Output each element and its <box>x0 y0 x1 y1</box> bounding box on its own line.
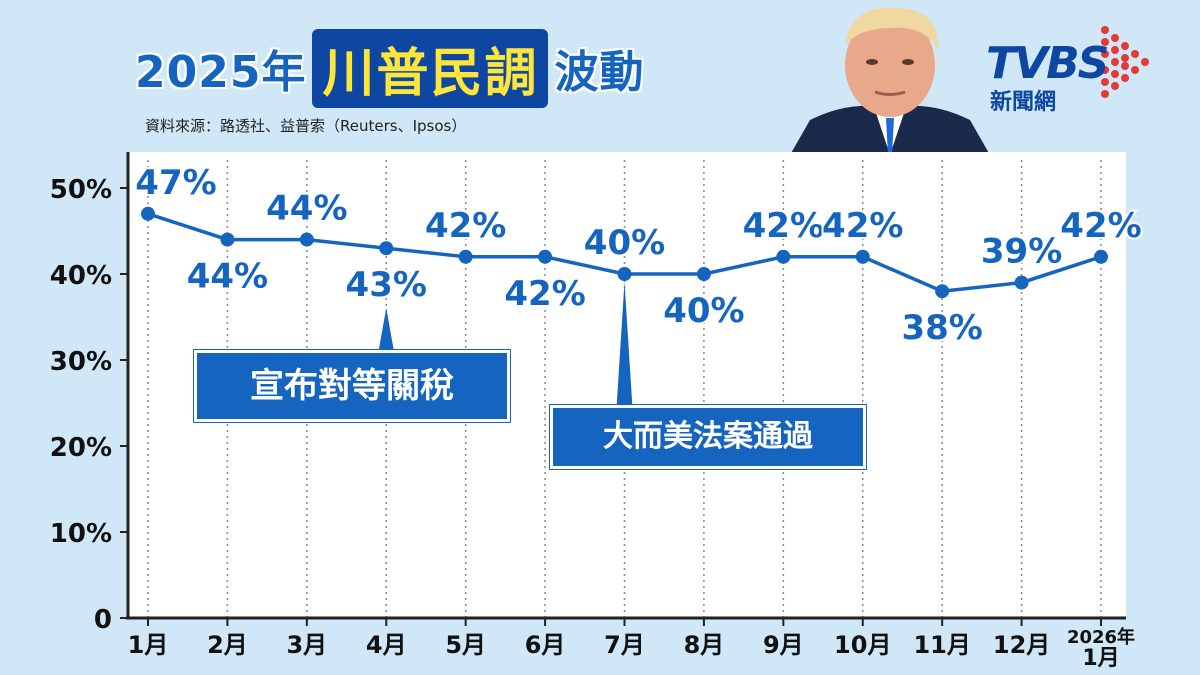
data-label: 43% <box>346 265 427 305</box>
x-tick-label: 12月 <box>993 631 1050 659</box>
y-tick-label: 20% <box>50 433 112 463</box>
y-tick-label: 50% <box>50 175 112 205</box>
source-note: 資料來源：路透社、益普索（Reuters、Ipsos） <box>145 117 467 135</box>
data-label: 42% <box>822 206 903 246</box>
x-tick-label: 9月 <box>763 631 804 659</box>
data-point <box>458 249 473 264</box>
y-tick-label: 10% <box>50 519 112 549</box>
y-tick-label: 40% <box>50 261 112 291</box>
data-point <box>617 267 632 281</box>
data-point <box>696 267 711 281</box>
x-tick-label: 3月 <box>286 631 327 659</box>
x-tick-label: 1月 <box>128 631 169 659</box>
x-tick-label: 7月 <box>604 631 645 659</box>
portrait-image <box>790 7 990 155</box>
data-label: 42% <box>504 274 585 314</box>
x-tick-label: 10月 <box>834 631 891 659</box>
x-tick-label: 11月 <box>913 631 970 659</box>
data-label: 42% <box>1060 206 1141 246</box>
y-tick-label: 0 <box>94 605 112 635</box>
data-label: 42% <box>425 206 506 246</box>
data-point <box>935 284 950 299</box>
data-label: 40% <box>584 223 665 263</box>
data-label: 44% <box>187 257 268 297</box>
page-title: 2025年 川普民調 波動 <box>135 28 645 108</box>
x-tick-label: 2026年 1月 <box>1067 626 1135 671</box>
logo-dots-icon <box>1101 26 1149 98</box>
title-prefix: 2025年 <box>135 47 307 98</box>
annotation-pointer <box>616 282 633 408</box>
data-point <box>538 249 553 264</box>
data-label: 38% <box>901 308 982 348</box>
data-label: 47% <box>135 163 216 203</box>
data-label: 40% <box>663 291 744 331</box>
title-suffix: 波動 <box>554 47 645 98</box>
data-point <box>379 241 394 256</box>
data-label: 44% <box>266 189 347 229</box>
data-point <box>299 232 314 247</box>
x-tick-label: 4月 <box>366 631 407 659</box>
annotation-pointer <box>378 308 395 353</box>
logo-text: TVBS <box>986 38 1109 89</box>
x-tick-label: 5月 <box>445 631 486 659</box>
logo-subtext: 新聞網 <box>990 90 1057 115</box>
x-tick-label: 2月 <box>207 631 248 659</box>
data-point <box>141 206 155 221</box>
annotation-tariff: 宣布對等關稅 <box>194 350 510 422</box>
title-highlight: 川普民調 <box>312 28 549 108</box>
data-point <box>1014 275 1029 290</box>
x-tick-label: 8月 <box>684 631 725 659</box>
data-label: 42% <box>743 206 824 246</box>
data-point <box>776 249 791 264</box>
x-tick-label: 6月 <box>525 631 566 659</box>
data-point <box>1094 249 1108 264</box>
data-label: 39% <box>981 232 1062 272</box>
y-tick-label: 30% <box>50 347 112 377</box>
data-point <box>220 232 235 247</box>
tvbs-logo: TVBS 新聞網 <box>980 20 1150 115</box>
annotation-bill: 大而美法案通過 <box>550 405 866 469</box>
data-point <box>855 249 870 264</box>
